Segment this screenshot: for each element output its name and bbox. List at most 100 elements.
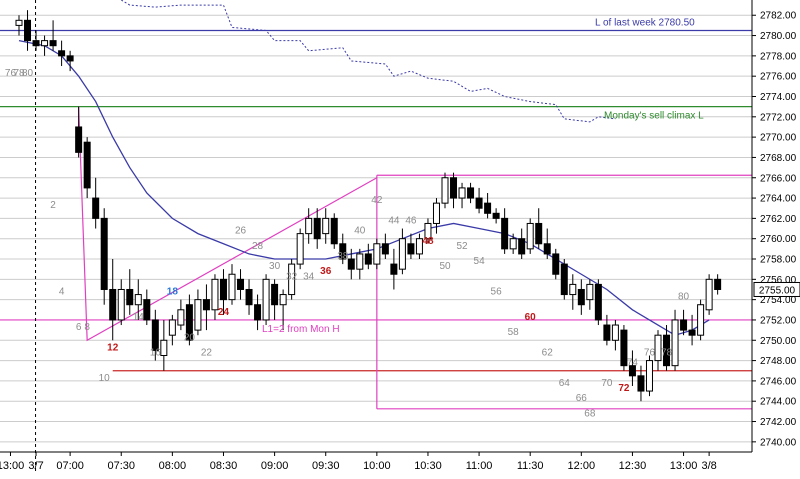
candle <box>560 259 568 300</box>
y-tick-label: 2750.00 <box>760 336 797 347</box>
x-tick-label: 12:00 <box>568 460 596 472</box>
level-annotation: L of last week 2780.50 <box>595 17 695 28</box>
x-tick-label: 09:30 <box>312 460 340 472</box>
candle <box>313 208 321 249</box>
candle-body <box>313 217 321 240</box>
candle <box>177 299 185 331</box>
candle <box>407 233 415 260</box>
bar-number-label: 2 <box>50 200 56 211</box>
bar-number-label: 52 <box>456 241 468 252</box>
candle-body <box>364 253 372 265</box>
candle <box>58 40 66 67</box>
candle-body <box>271 283 279 306</box>
bar-number-label: 76 <box>5 68 17 79</box>
candle-body <box>168 319 176 336</box>
candle <box>637 365 645 402</box>
candle <box>305 208 313 244</box>
candle-body <box>109 288 117 321</box>
candle <box>518 228 526 260</box>
bar-number-label: 80 <box>678 292 690 303</box>
candle-body <box>151 319 159 351</box>
candle-body <box>322 217 330 235</box>
candle-body <box>458 187 466 199</box>
bar-number-label: 44 <box>388 215 400 226</box>
candle <box>330 213 338 249</box>
candle <box>364 243 372 270</box>
candle-body <box>398 238 406 270</box>
y-tick-label: 2764.00 <box>760 194 797 205</box>
y-tick-label: 2756.00 <box>760 275 797 286</box>
dotted-projection-line <box>120 0 616 123</box>
candle-body <box>714 278 722 290</box>
candle <box>100 208 108 305</box>
candle <box>628 350 636 386</box>
bar-number-label: 28 <box>252 241 264 252</box>
candle <box>663 325 671 371</box>
x-tick-label: 08:00 <box>159 460 187 472</box>
candle-body <box>509 238 517 250</box>
candle <box>654 330 662 371</box>
candle <box>339 233 347 265</box>
candle-body <box>526 222 534 250</box>
x-tick-label: 09:00 <box>261 460 289 472</box>
candle-body <box>254 304 262 321</box>
bar-number-label: 66 <box>576 393 588 404</box>
candle-body <box>671 319 679 367</box>
x-tick-label: 3/8 <box>701 460 716 472</box>
candle-body <box>577 288 585 306</box>
candle-body <box>407 243 415 255</box>
candle-body <box>160 339 168 357</box>
candle-body <box>15 19 23 26</box>
candle-body <box>628 365 636 377</box>
candle-body <box>49 40 57 47</box>
candle-body <box>143 299 151 321</box>
bar-number-label: 70 <box>601 378 613 389</box>
candle <box>92 177 100 229</box>
candle <box>262 274 270 326</box>
candle-body <box>185 304 193 341</box>
candle <box>32 30 40 51</box>
bar-number-label: 72 <box>618 383 630 394</box>
candle-body <box>347 258 355 270</box>
candle <box>185 294 193 346</box>
candle-body <box>620 329 628 367</box>
pink-trendline <box>78 106 378 342</box>
y-tick-label: 2752.00 <box>760 315 797 326</box>
candle <box>603 314 611 346</box>
candle <box>620 325 628 371</box>
candle-body <box>594 283 602 321</box>
candle-body <box>339 243 347 260</box>
y-tick-label: 2742.00 <box>760 417 797 428</box>
y-tick-label: 2778.00 <box>760 51 797 62</box>
candle-body <box>688 329 696 336</box>
candle-body <box>603 324 611 341</box>
candle <box>143 289 151 326</box>
candle <box>467 182 475 204</box>
candle <box>424 218 432 244</box>
bar-number-label: 32 <box>286 271 298 282</box>
candle <box>543 228 551 260</box>
candle-body <box>83 141 91 189</box>
pink-trendlines <box>78 106 378 409</box>
candle <box>211 274 219 320</box>
y-tick-label: 2760.00 <box>760 234 797 245</box>
level-annotations: L of last week 2780.50 Monday's sell clim… <box>262 17 704 334</box>
candle <box>705 274 713 315</box>
candle <box>271 279 279 320</box>
candle <box>484 192 492 219</box>
level-annotation: L1=2 from Mon H <box>262 324 340 335</box>
bar-number-label: 8 <box>84 322 90 333</box>
y-axis: 2782.00 2780.00 2778.00 2776.00 2774.00 2772.… <box>751 0 797 452</box>
candle <box>390 248 398 290</box>
candle <box>501 208 509 254</box>
candle-body <box>492 212 500 219</box>
bar-number-label: 26 <box>235 226 247 237</box>
candle-body <box>611 324 619 341</box>
candle <box>586 279 594 310</box>
bar-number-label: 20 <box>184 332 196 343</box>
candle-body <box>211 278 219 311</box>
y-tick-label: 2762.00 <box>760 214 797 225</box>
candle <box>415 233 423 260</box>
